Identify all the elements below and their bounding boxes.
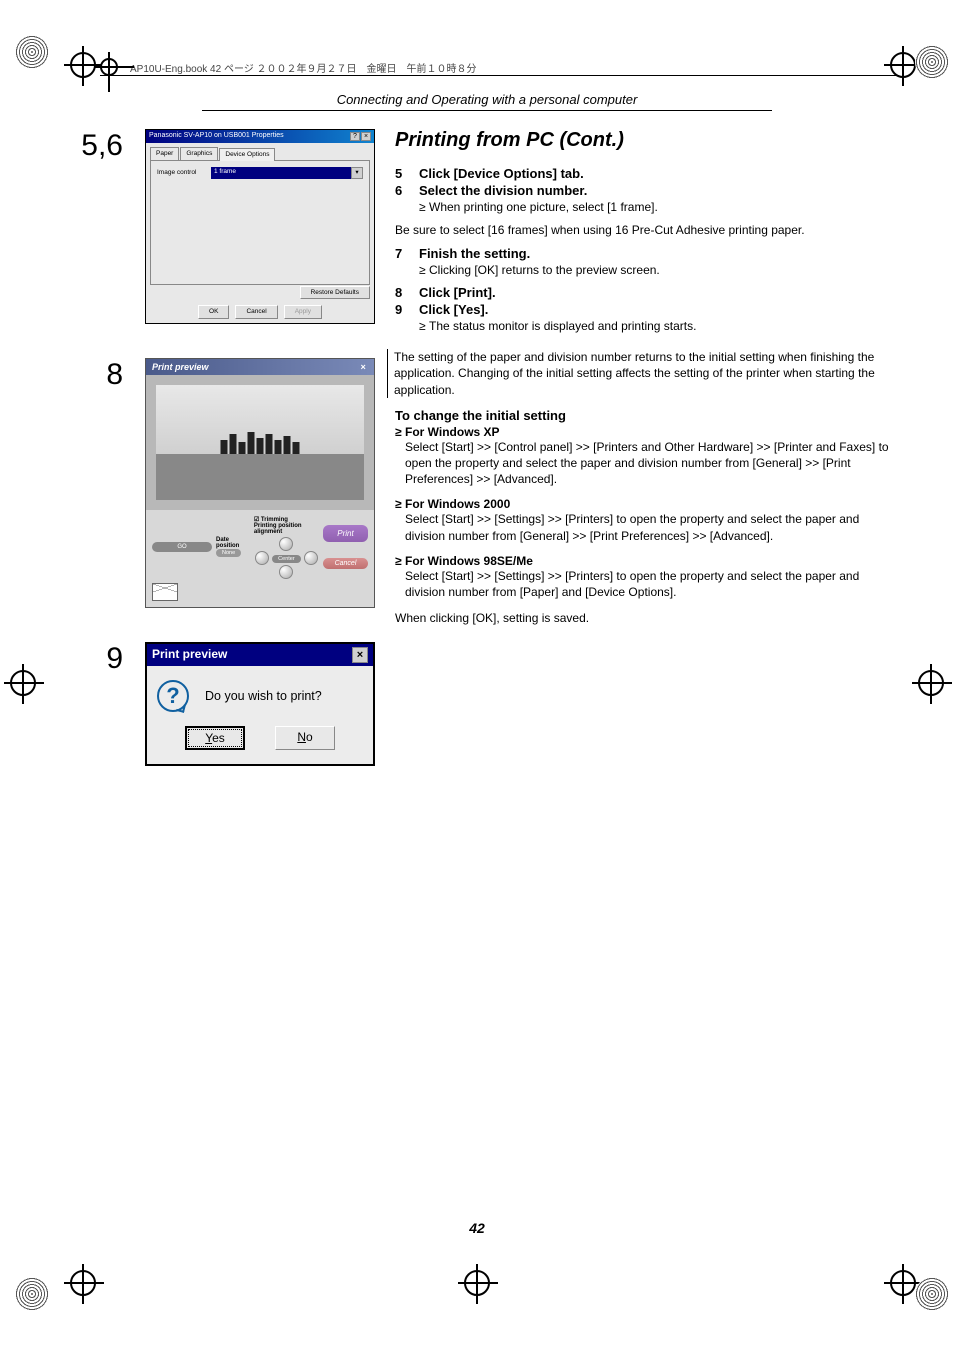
print-preview-window: Print preview × bbox=[145, 358, 375, 608]
crop-mark-spiral bbox=[915, 45, 949, 79]
tab-graphics[interactable]: Graphics bbox=[180, 147, 218, 160]
tab-device-options[interactable]: Device Options bbox=[219, 148, 275, 161]
align-knob[interactable] bbox=[304, 551, 318, 565]
image-control-dropdown[interactable]: 1 frame ▾ bbox=[211, 167, 363, 179]
preview-image bbox=[156, 385, 364, 500]
os-body: Select [Start] >> [Settings] >> [Printer… bbox=[395, 568, 899, 600]
step-number: 7 bbox=[395, 246, 419, 261]
final-note: When clicking [OK], setting is saved. bbox=[395, 610, 899, 626]
properties-dialog: Panasonic SV-AP10 on USB001 Properties ?… bbox=[145, 129, 375, 324]
align-knob[interactable] bbox=[279, 565, 293, 579]
ppa-label: Printing position alignment bbox=[254, 523, 319, 535]
question-icon: ? bbox=[157, 680, 189, 712]
cancel-button[interactable]: Cancel bbox=[235, 305, 277, 319]
step-number: 5 bbox=[395, 166, 419, 181]
os-body: Select [Start] >> [Control panel] >> [Pr… bbox=[395, 439, 899, 488]
confirm-dialog-title: Print preview bbox=[152, 647, 227, 663]
step-text: Select the division number. bbox=[419, 183, 587, 198]
chevron-down-icon[interactable]: ▾ bbox=[351, 167, 363, 179]
crop-mark bbox=[10, 670, 36, 696]
page-title: Printing from PC (Cont.) bbox=[395, 129, 899, 152]
crop-mark-spiral bbox=[15, 1277, 49, 1311]
apply-button[interactable]: Apply bbox=[284, 305, 322, 319]
step-label-8: 8 bbox=[75, 358, 145, 392]
note-text: Be sure to select [16 frames] when using… bbox=[395, 222, 899, 238]
dropdown-value: 1 frame bbox=[214, 168, 236, 175]
close-icon[interactable]: × bbox=[358, 362, 368, 372]
step-text: Finish the setting. bbox=[419, 246, 530, 261]
os-heading: ≥For Windows XP bbox=[395, 425, 899, 439]
align-knob[interactable] bbox=[255, 551, 269, 565]
crop-mark bbox=[70, 52, 96, 78]
trimming-label: ☑ Trimming bbox=[254, 516, 319, 523]
crop-mark bbox=[70, 1270, 96, 1296]
sub-bullet: ≥When printing one picture, select [1 fr… bbox=[395, 200, 899, 214]
date-position-label: Date position bbox=[216, 537, 248, 549]
crop-mark bbox=[464, 1270, 490, 1296]
book-info-text: AP10U-Eng.book 42 ページ ２００２年９月２７日 金曜日 午前１… bbox=[130, 60, 477, 75]
tab-paper[interactable]: Paper bbox=[150, 147, 179, 160]
mail-icon[interactable] bbox=[152, 583, 178, 601]
help-icon[interactable]: ? bbox=[350, 132, 360, 141]
confirm-dialog: Print preview × ? Do you wish to print? … bbox=[145, 642, 375, 766]
align-knob[interactable] bbox=[279, 537, 293, 551]
step-label-9: 9 bbox=[75, 642, 145, 676]
step-number: 6 bbox=[395, 183, 419, 198]
image-control-label: Image control bbox=[157, 169, 205, 177]
subheading: To change the initial setting bbox=[395, 408, 899, 423]
yes-button[interactable]: Yes bbox=[185, 726, 245, 750]
no-button[interactable]: No bbox=[275, 726, 335, 750]
confirm-message: Do you wish to print? bbox=[205, 689, 322, 703]
crop-mark bbox=[918, 670, 944, 696]
sub-bullet: ≥Clicking [OK] returns to the preview sc… bbox=[395, 263, 899, 277]
close-icon[interactable]: × bbox=[352, 647, 368, 663]
print-preview-title: Print preview bbox=[152, 362, 209, 372]
ok-button[interactable]: OK bbox=[198, 305, 229, 319]
page-number: 42 bbox=[0, 1220, 954, 1236]
crop-mark-spiral bbox=[15, 35, 49, 69]
step-number: 9 bbox=[395, 302, 419, 317]
os-body: Select [Start] >> [Settings] >> [Printer… bbox=[395, 511, 899, 543]
step-text: Click [Print]. bbox=[419, 285, 496, 300]
note-text: The setting of the paper and division nu… bbox=[387, 349, 899, 398]
close-icon[interactable]: × bbox=[361, 132, 371, 141]
center-button[interactable]: Center bbox=[272, 555, 301, 563]
date-position-value[interactable]: None bbox=[216, 549, 241, 557]
header-rule bbox=[100, 75, 899, 76]
step-text: Click [Device Options] tab. bbox=[419, 166, 584, 181]
os-heading: ≥For Windows 98SE/Me bbox=[395, 554, 899, 568]
restore-defaults-button[interactable]: Restore Defaults bbox=[300, 286, 370, 299]
step-label-56: 5,6 bbox=[75, 129, 145, 163]
step-text: Click [Yes]. bbox=[419, 302, 488, 317]
section-header: Connecting and Operating with a personal… bbox=[202, 92, 772, 111]
cancel-button[interactable]: Cancel bbox=[323, 558, 368, 569]
print-button[interactable]: Print bbox=[323, 525, 368, 542]
crop-mark bbox=[890, 1270, 916, 1296]
properties-dialog-title: Panasonic SV-AP10 on USB001 Properties bbox=[149, 132, 284, 140]
crop-mark-spiral bbox=[915, 1277, 949, 1311]
sub-bullet: ≥The status monitor is displayed and pri… bbox=[395, 319, 899, 333]
os-heading: ≥For Windows 2000 bbox=[395, 497, 899, 511]
book-header: AP10U-Eng.book 42 ページ ２００２年９月２７日 金曜日 午前１… bbox=[100, 58, 899, 76]
step-number: 8 bbox=[395, 285, 419, 300]
go-button[interactable]: GO bbox=[152, 542, 212, 552]
